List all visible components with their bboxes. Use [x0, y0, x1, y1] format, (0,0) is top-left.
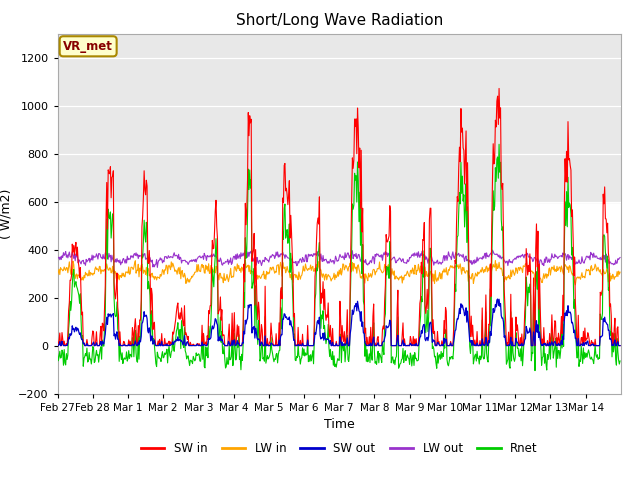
SW out	[120, 342, 128, 348]
SW in	[224, 343, 232, 348]
LW out	[273, 252, 281, 258]
Rnet	[223, 355, 231, 360]
Rnet	[120, 357, 127, 362]
SW out	[224, 343, 232, 348]
LW in	[616, 269, 624, 275]
SW out	[429, 337, 437, 343]
LW out	[224, 256, 232, 262]
LW out	[120, 256, 127, 262]
SW out	[493, 296, 501, 302]
Line: SW out: SW out	[58, 299, 620, 346]
Rnet	[429, 346, 436, 351]
LW out	[397, 259, 405, 264]
Rnet	[495, 142, 503, 147]
SW out	[54, 343, 62, 348]
LW out	[154, 264, 161, 270]
SW in	[252, 247, 259, 252]
Text: VR_met: VR_met	[63, 40, 113, 53]
SW in	[54, 343, 62, 348]
LW in	[397, 273, 405, 279]
Rnet	[397, 360, 404, 366]
Bar	[58, 34, 621, 202]
LW out	[429, 259, 437, 264]
SW in	[397, 343, 405, 348]
SW out	[252, 325, 259, 331]
LW in	[252, 272, 259, 278]
LW in	[54, 272, 61, 278]
Legend: SW in, LW in, SW out, LW out, Rnet: SW in, LW in, SW out, LW out, Rnet	[136, 437, 543, 460]
SW in	[273, 343, 281, 348]
SW out	[397, 343, 405, 348]
Y-axis label: ( W/m2): ( W/m2)	[0, 189, 13, 239]
SW out	[616, 343, 624, 348]
SW out	[273, 343, 281, 348]
Rnet	[272, 351, 280, 357]
LW out	[252, 254, 259, 260]
Line: LW out: LW out	[58, 250, 620, 267]
SW in	[495, 85, 503, 91]
SW in	[616, 343, 624, 348]
SW in	[54, 338, 61, 344]
LW in	[531, 283, 539, 289]
LW in	[223, 272, 231, 277]
X-axis label: Time: Time	[324, 418, 355, 431]
LW in	[241, 257, 249, 263]
Line: LW in: LW in	[58, 260, 620, 286]
Rnet	[531, 368, 539, 373]
SW in	[120, 339, 128, 345]
LW in	[429, 278, 437, 284]
LW out	[616, 255, 624, 261]
Title: Short/Long Wave Radiation: Short/Long Wave Radiation	[236, 13, 443, 28]
Line: SW in: SW in	[58, 88, 620, 346]
LW in	[273, 263, 281, 268]
Rnet	[616, 358, 624, 364]
LW out	[488, 247, 496, 253]
Rnet	[54, 351, 61, 357]
Rnet	[251, 328, 259, 334]
SW in	[429, 317, 437, 323]
LW in	[120, 270, 127, 276]
SW out	[54, 342, 61, 348]
Line: Rnet: Rnet	[58, 144, 620, 371]
LW out	[54, 256, 61, 262]
